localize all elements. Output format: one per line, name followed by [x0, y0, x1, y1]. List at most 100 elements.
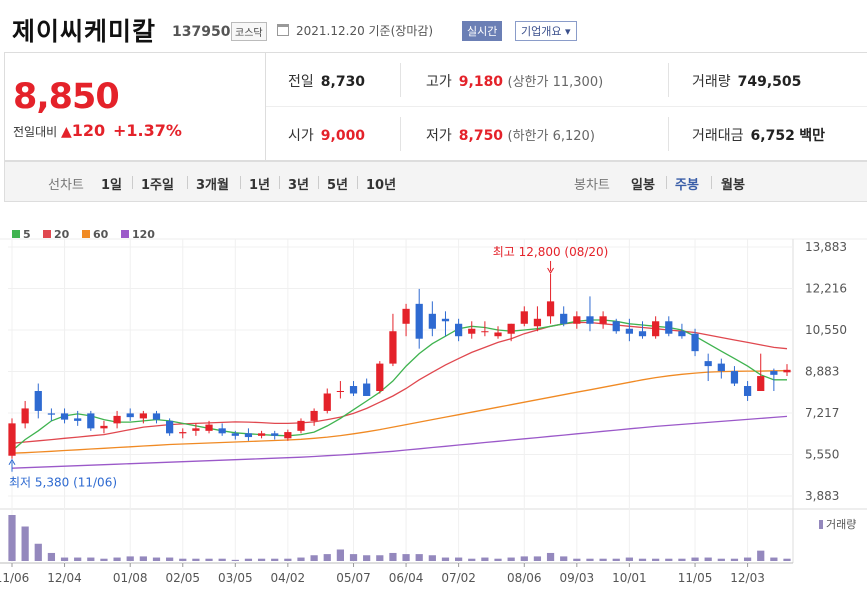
candle-body	[271, 433, 279, 436]
x-tick-label: 11/05	[678, 571, 713, 585]
candle-body	[560, 313, 568, 324]
x-tick-label: 10/01	[612, 571, 647, 585]
volume-legend-swatch	[819, 520, 823, 529]
volume-bar	[757, 550, 765, 561]
candle-body	[665, 321, 673, 334]
current-price: 8,850	[13, 77, 120, 117]
volume-bar	[100, 558, 108, 561]
volume-bar	[481, 557, 489, 561]
realtime-button[interactable]: 실시간	[462, 21, 503, 41]
open-value: 9,000	[320, 128, 366, 144]
stats-row-1: 전일 8,730 고가 9,180 (상한가 11,300) 거래량 749,505	[266, 53, 867, 107]
legend-swatch	[121, 230, 129, 238]
tab-weekly[interactable]: 주봉	[675, 178, 699, 193]
tab-separator	[279, 176, 280, 189]
high-cell: 고가 9,180 (상한가 11,300)	[426, 71, 603, 91]
candle-body	[573, 316, 581, 324]
volume-bar	[21, 526, 29, 561]
y-tick-label: 12,216	[805, 282, 847, 296]
legend-swatch	[12, 230, 20, 238]
volume-bar	[428, 555, 436, 561]
x-tick-label: 12/03	[730, 571, 765, 585]
change-label: 전일대비	[13, 125, 58, 139]
volume-bar	[415, 554, 423, 561]
candle-body	[21, 408, 29, 424]
legend-label: 120	[132, 228, 155, 241]
line-chart-label: 선차트	[48, 178, 84, 193]
stat-divider	[668, 117, 669, 151]
legend-label: 60	[93, 228, 109, 241]
candle-body	[481, 331, 489, 333]
stat-divider	[668, 63, 669, 97]
volume-bar	[139, 556, 147, 561]
candle-body	[257, 433, 266, 436]
candle-body	[704, 361, 712, 367]
volume-bar	[704, 557, 712, 561]
tab-daily[interactable]: 일봉	[631, 178, 655, 193]
tab-1-year[interactable]: 1년	[249, 178, 271, 193]
low-value: 8,750	[458, 128, 504, 144]
tab-1-day[interactable]: 1일	[101, 178, 123, 193]
tab-1-week[interactable]: 1주일	[141, 178, 174, 193]
high-value: 9,180	[458, 74, 504, 90]
x-tick-label: 01/08	[113, 571, 148, 585]
x-tick-label: 09/03	[560, 571, 595, 585]
candle-body	[638, 331, 647, 337]
volume-bar	[441, 557, 450, 561]
prev-close-label: 전일	[288, 74, 314, 90]
candle-body	[139, 413, 147, 419]
stats-box: 전일 8,730 고가 9,180 (상한가 11,300) 거래량 749,505 …	[265, 52, 867, 161]
volume-bar	[389, 552, 397, 561]
candle-body	[297, 420, 305, 431]
x-tick-label: 05/07	[336, 571, 371, 585]
y-tick-label: 3,883	[805, 489, 839, 503]
tab-10-years[interactable]: 10년	[366, 178, 397, 193]
candle-body	[336, 390, 345, 392]
candle-body	[363, 383, 371, 396]
x-tick-label: 07/02	[441, 571, 476, 585]
candle-body	[468, 328, 476, 334]
low-label: 저가	[426, 128, 452, 144]
tab-3-months[interactable]: 3개월	[196, 178, 229, 193]
candle-body	[60, 413, 69, 420]
tab-5-years[interactable]: 5년	[327, 178, 349, 193]
candle-body	[376, 363, 384, 391]
candle-body	[678, 331, 686, 337]
volume-bar	[612, 558, 620, 561]
volume-bar	[573, 558, 581, 561]
candle-body	[192, 428, 200, 431]
candle-body	[441, 318, 450, 322]
volume-value: 749,505	[737, 74, 802, 90]
tab-monthly[interactable]: 월봉	[721, 178, 745, 193]
volume-bar	[34, 543, 42, 561]
candle-body	[8, 423, 16, 456]
tab-separator	[711, 176, 712, 189]
volume-bar	[546, 552, 555, 561]
volume-bar	[257, 558, 266, 561]
candle-body	[349, 386, 358, 394]
y-tick-label: 10,550	[805, 323, 847, 337]
candle-body	[428, 313, 436, 329]
candle-body	[74, 418, 82, 421]
candle-body	[507, 323, 515, 334]
volume-bar	[376, 555, 384, 561]
x-tick-label: 08/06	[507, 571, 542, 585]
candle-body	[205, 424, 213, 431]
min-annotation: 최저 5,380 (11/06)	[9, 476, 117, 490]
tab-separator	[240, 176, 241, 189]
x-tick-label: 02/05	[165, 571, 200, 585]
legend-swatch	[82, 230, 90, 238]
open-label: 시가	[288, 128, 314, 144]
company-overview-button[interactable]: 기업개요 ▾	[515, 21, 577, 41]
stock-chart[interactable]: 5 20 60 120 거래량 13,883 12,216 10,550 8,883 7,21…	[0, 205, 867, 597]
candle-body	[152, 413, 161, 420]
prev-close-cell: 전일 8,730	[288, 71, 365, 91]
volume-bar	[179, 558, 187, 561]
candle-body	[625, 328, 633, 334]
candle-body	[231, 433, 239, 436]
volume-bar	[113, 557, 121, 561]
date-text: 2021.12.20 기준(장마감)	[296, 24, 434, 38]
candles	[8, 273, 791, 459]
tab-3-years[interactable]: 3년	[288, 178, 310, 193]
volume-bar	[323, 554, 331, 561]
